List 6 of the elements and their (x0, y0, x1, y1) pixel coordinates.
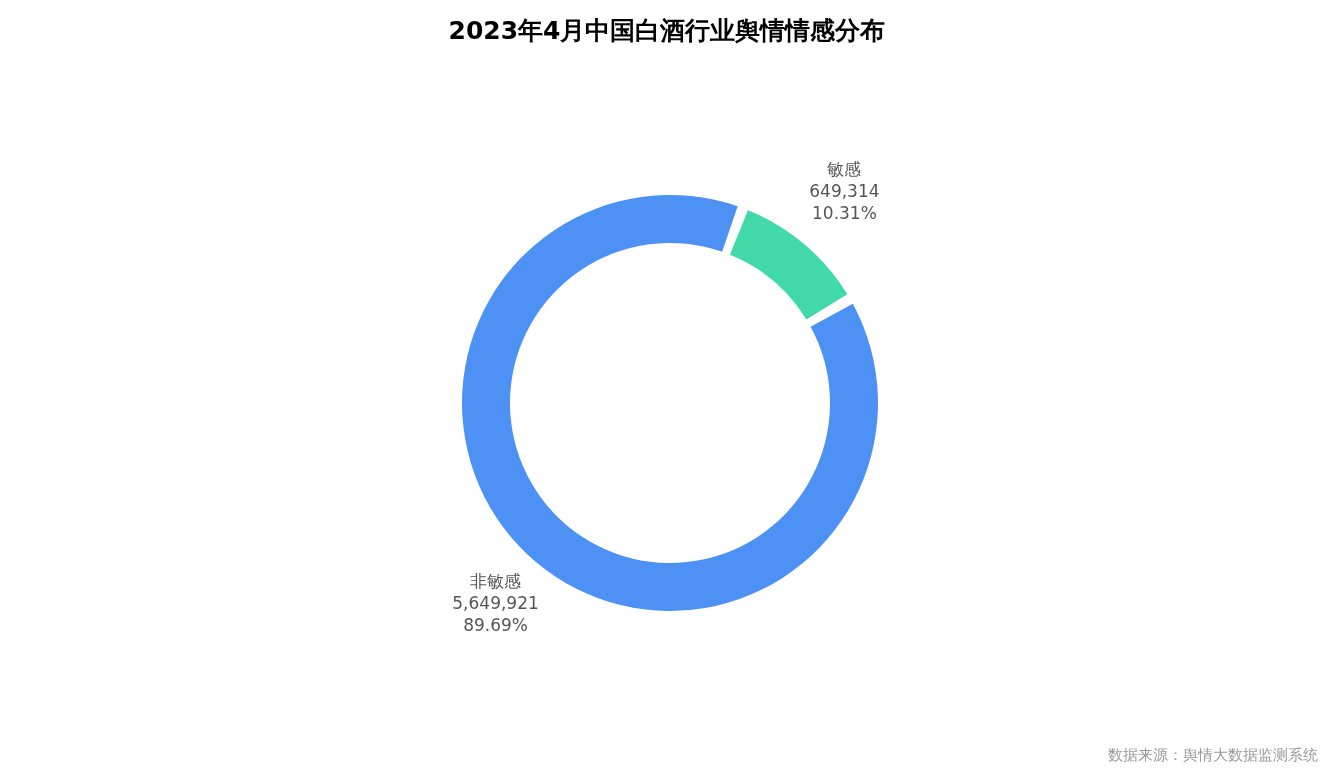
chart-title: 2023年4月中国白酒行业舆情情感分布 (447, 15, 887, 47)
data-label: 649,314 10.31% (809, 180, 880, 223)
source-note: 数据来源：舆情大数据监测系统 (1108, 746, 1318, 765)
slice-label: 非敏感 (470, 571, 522, 592)
slice-label: 敏感 (827, 158, 862, 179)
data-label: 5,649,921 89.69% (452, 593, 539, 636)
